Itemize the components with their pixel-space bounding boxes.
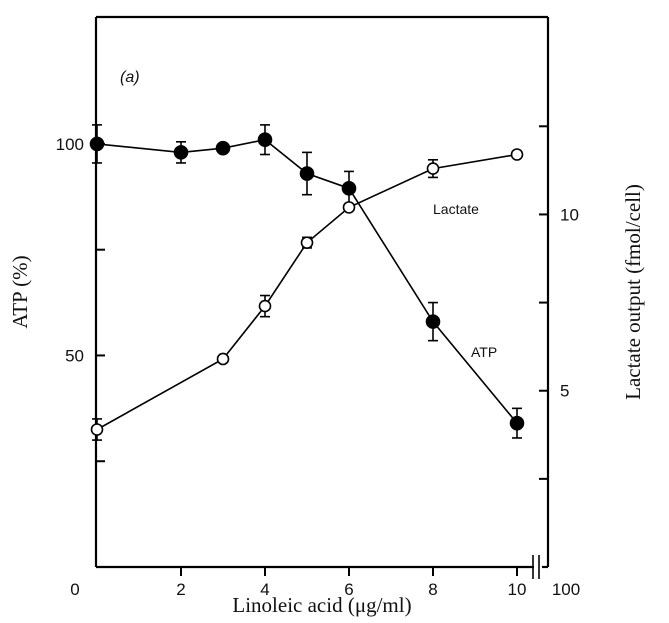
axis-tick-labels: 0 2 4 6 8 10 50 100 5 10 — [56, 135, 579, 599]
y-axis-title-right: Lactate output (fmol/cell) — [621, 184, 645, 400]
data-point-lactate — [510, 148, 524, 161]
x-axis-title: Linoleic acid (μg/ml) — [232, 593, 411, 617]
data-point-lactate — [300, 236, 314, 249]
data-point-atp — [215, 140, 231, 156]
x-tick-label: 6 — [344, 580, 353, 599]
x-tick-label: 8 — [428, 580, 437, 599]
y-right-tick-label: 10 — [560, 205, 579, 224]
plot-frame — [94, 15, 550, 579]
data-point-atp — [341, 181, 357, 196]
data-point-lactate — [426, 162, 440, 175]
data-point-lactate — [216, 352, 230, 366]
axis-ticks — [96, 125, 548, 576]
data-point-atp — [425, 314, 441, 329]
series-line-lactate — [96, 153, 518, 431]
x-tick-label: 10 — [508, 580, 527, 599]
data-point-lactate — [342, 201, 356, 214]
data-point-atp — [509, 415, 525, 431]
data-point-atp — [173, 145, 189, 160]
data-point-lactate — [258, 299, 272, 313]
panel-label: (a) — [120, 69, 140, 86]
y-left-tick-label: 50 — [65, 346, 84, 365]
x-tick-label: 0 — [70, 580, 79, 599]
x-tick-label: 4 — [260, 580, 269, 599]
data-point-atp — [299, 166, 315, 181]
y-left-tick-label: 100 — [56, 135, 84, 154]
series-label-lactate: Lactate — [433, 201, 479, 217]
y-right-tick-label: 5 — [560, 382, 569, 401]
series-label-atp: ATP — [471, 344, 497, 360]
data-point-atp — [89, 136, 105, 152]
x-tick-label: 2 — [176, 580, 185, 599]
y-axis-title-left: ATP (%) — [8, 255, 32, 328]
data-point-lactate — [90, 423, 104, 436]
series-layer — [89, 124, 525, 441]
data-point-atp — [257, 132, 273, 147]
x-break-tick-label: 100 — [552, 580, 580, 599]
